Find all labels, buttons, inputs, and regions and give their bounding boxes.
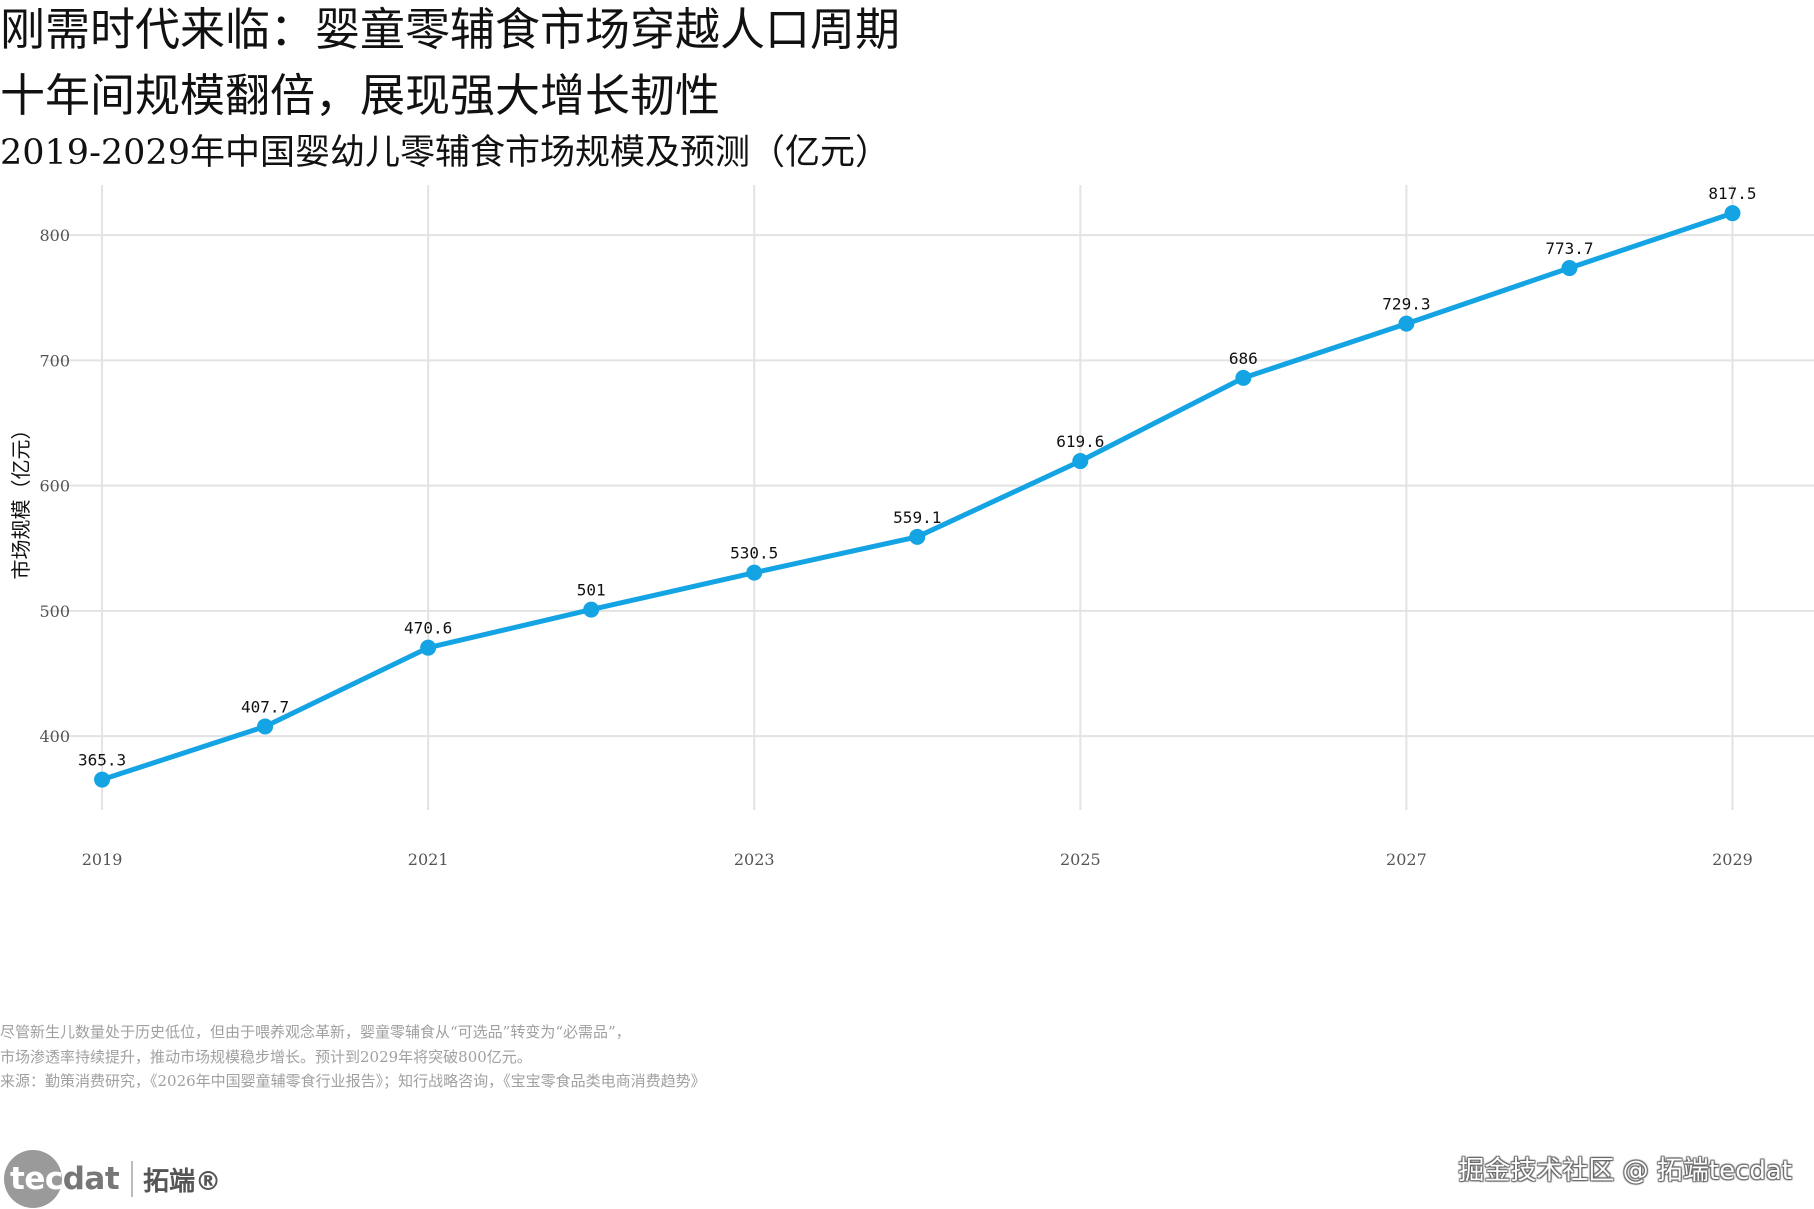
y-tick-label: 600 (39, 477, 70, 496)
logo-circle-icon (4, 1150, 62, 1208)
data-point-label: 773.7 (1545, 239, 1593, 258)
data-point-marker (1398, 315, 1415, 332)
chart-subtitle: 2019-2029年中国婴幼儿零辅食市场规模及预测（亿元） (0, 133, 890, 173)
data-point-label: 686 (1229, 349, 1258, 368)
logo-wordmark: tecdat (4, 1161, 120, 1197)
data-point-label: 470.6 (404, 619, 452, 638)
data-point-label: 729.3 (1382, 295, 1430, 314)
data-point-marker (94, 771, 111, 788)
x-tick-label: 2029 (1712, 850, 1753, 869)
data-point-marker (257, 718, 274, 735)
data-point-label: 619.6 (1056, 432, 1104, 451)
data-point-label: 559.1 (893, 508, 941, 527)
data-point-marker (420, 639, 437, 656)
source-note: 来源：勤策消费研究，《2026年中国婴童辅零食行业报告》；知行战略咨询，《宝宝零… (0, 1072, 706, 1090)
watermark-text: 掘金技术社区 @ 拓端tecdat (1458, 1156, 1792, 1186)
data-point-marker (1724, 205, 1741, 222)
x-tick-label: 2019 (82, 850, 123, 869)
logo-divider (131, 1161, 134, 1197)
logo-wordmark-main: tec (10, 1161, 63, 1197)
data-point-label: 501 (577, 581, 606, 600)
chart-note-line-2: 市场渗透率持续提升，推动市场规模稳步增长。预计到2029年将突破800亿元。 (0, 1048, 532, 1066)
logo-chinese-name: 拓端® (143, 1166, 222, 1197)
y-tick-label: 400 (39, 727, 70, 746)
y-axis-label: 市场规模（亿元） (9, 420, 33, 580)
data-point-marker (1235, 369, 1252, 386)
x-tick-label: 2027 (1386, 850, 1427, 869)
y-tick-label: 800 (39, 226, 70, 245)
chart-title-line-1: 刚需时代来临：婴童零辅食市场穿越人口周期 (0, 3, 901, 56)
data-point-marker (1072, 453, 1089, 470)
data-point-marker (1561, 260, 1578, 277)
series-line (99, 210, 1735, 783)
data-point-label: 530.5 (730, 544, 778, 563)
chart-title-line-2: 十年间规模翻倍，展现强大增长韧性 (0, 69, 721, 122)
tecdat-logo: tecdat 拓端® (4, 1150, 221, 1208)
data-point-label: 365.3 (78, 751, 126, 770)
y-tick-label: 700 (39, 351, 70, 370)
data-point-marker (583, 601, 600, 618)
y-tick-label: 500 (39, 602, 70, 621)
x-tick-label: 2025 (1060, 850, 1101, 869)
x-tick-label: 2023 (734, 850, 775, 869)
data-point-labels: 365.3 407.7 470.6 501 530.5 559.1 619.6 686 729.… (78, 185, 1757, 770)
axis-tick-labels: 400 500 600 700 800 2019 2021 2023 2025 2027 2029 (39, 226, 1752, 869)
chart-note-line-1: 尽管新生儿数量处于历史低位，但由于喂养观念革新，婴童零辅食从“可选品”转变为“必… (0, 1023, 631, 1041)
data-point-label: 817.5 (1708, 185, 1756, 203)
data-point-marker (909, 528, 926, 545)
logo-wordmark-tail: dat (62, 1161, 120, 1197)
x-tick-label: 2021 (408, 850, 449, 869)
series-line-group (99, 210, 1735, 783)
data-point-marker (746, 564, 763, 581)
data-point-markers (94, 205, 1741, 788)
grid-lines (45, 185, 1814, 810)
data-point-label: 407.7 (241, 697, 289, 716)
